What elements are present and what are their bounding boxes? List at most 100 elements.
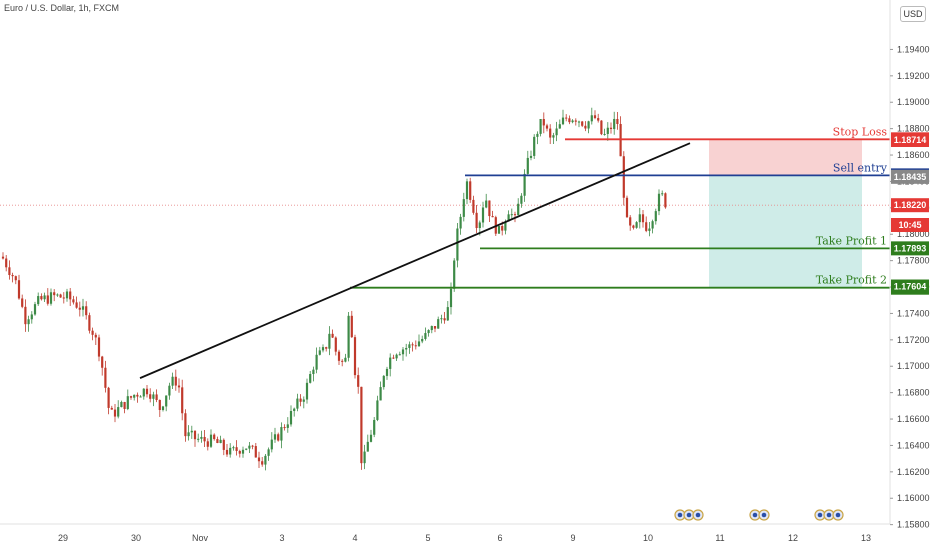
candle-up [270, 439, 273, 450]
candle-up [510, 214, 513, 216]
x-tick-label: 11 [715, 533, 724, 543]
y-tick-label: 1.18600 [897, 150, 930, 160]
candle-up [37, 296, 40, 305]
candle-up [305, 382, 309, 400]
candle-up [417, 341, 421, 347]
price-tag-2 [891, 198, 929, 213]
candle-up [408, 344, 411, 348]
candle-down [472, 199, 475, 213]
price-tag-1 [891, 169, 929, 184]
candle-down [433, 326, 437, 329]
candle-up [465, 181, 469, 200]
candle-up [241, 449, 245, 454]
y-tick-label: 1.17800 [897, 256, 930, 266]
candle-up [321, 347, 325, 351]
candle-up [289, 410, 293, 425]
candle-up [430, 326, 433, 331]
risk-zone [709, 139, 862, 176]
candle-down [616, 118, 619, 124]
candle-up [344, 357, 347, 362]
candle-down [78, 307, 81, 310]
event-flag-icon [752, 512, 758, 518]
candle-down [501, 226, 504, 231]
candle-down [113, 409, 117, 417]
candle-up [318, 350, 321, 355]
candle-up [654, 211, 657, 222]
price-tag-text-1: 1.18435 [894, 172, 927, 182]
candle-up [219, 439, 222, 444]
candle-up [209, 434, 213, 447]
candle-up [552, 135, 555, 138]
chart-title: Euro / U.S. Dollar, 1h, FXCM [4, 3, 120, 13]
candle-down [123, 402, 126, 409]
candle-up [517, 203, 520, 216]
x-tick-label: 29 [58, 533, 68, 543]
candle-up [302, 399, 305, 402]
candle-up [267, 449, 270, 456]
candle-down [72, 299, 75, 303]
candle-up [577, 121, 581, 123]
candle-down [568, 118, 571, 123]
candle-down [254, 446, 257, 458]
candle-down [75, 302, 78, 308]
event-flag-icon [686, 512, 692, 518]
candle-down [177, 385, 181, 388]
x-tick-label: 30 [131, 533, 141, 543]
candle-up [126, 396, 129, 409]
candle-up [30, 314, 33, 320]
x-tick-label: 13 [861, 533, 871, 543]
candle-down [206, 441, 209, 447]
candle-up [296, 398, 299, 409]
candle-up [366, 441, 369, 452]
candle-up [651, 221, 654, 229]
candle-up [168, 385, 171, 396]
candle-down [488, 200, 491, 217]
candle-up [657, 193, 661, 212]
candle-down [97, 337, 101, 357]
candle-down [513, 214, 517, 216]
candle-up [328, 333, 331, 349]
candle-up [440, 318, 443, 320]
y-tick-label: 1.16600 [897, 414, 930, 424]
candle-up [43, 295, 46, 300]
candle-up [117, 407, 120, 417]
candle-up [613, 118, 616, 130]
x-tick-label: 6 [497, 533, 502, 543]
y-tick-label: 1.17200 [897, 335, 930, 345]
candle-up [424, 333, 427, 339]
candle-down [549, 128, 552, 138]
candle-up [286, 424, 289, 428]
candle-down [158, 400, 161, 411]
candle-up [309, 374, 312, 383]
candle-down [475, 212, 478, 229]
candle-up [273, 434, 277, 440]
candle-up [293, 408, 296, 411]
x-tick-label: 3 [279, 533, 284, 543]
currency-button[interactable]: USD [900, 6, 926, 22]
event-flag-icon [817, 512, 823, 518]
candle-down [360, 386, 363, 464]
candle-up [590, 115, 593, 122]
candle-up [142, 388, 145, 397]
candle-up [232, 447, 235, 449]
y-tick-label: 1.17000 [897, 361, 930, 371]
candle-down [213, 434, 216, 440]
candle-down [24, 306, 27, 325]
candle-down [331, 333, 334, 338]
candle-up [49, 292, 53, 304]
candle-down [184, 413, 187, 437]
candle-down [414, 345, 417, 347]
level-label-0: Stop Loss [833, 125, 888, 138]
candle-up [555, 128, 558, 136]
candle-down [664, 193, 667, 208]
candle-up [401, 349, 405, 355]
candle-up [245, 448, 248, 450]
candle-up [161, 406, 165, 411]
y-tick-label: 1.16200 [897, 467, 930, 477]
candle-up [587, 121, 590, 129]
candle-down [574, 120, 577, 122]
candle-up [635, 222, 638, 228]
candle-down [17, 280, 21, 299]
candle-up [485, 200, 488, 208]
